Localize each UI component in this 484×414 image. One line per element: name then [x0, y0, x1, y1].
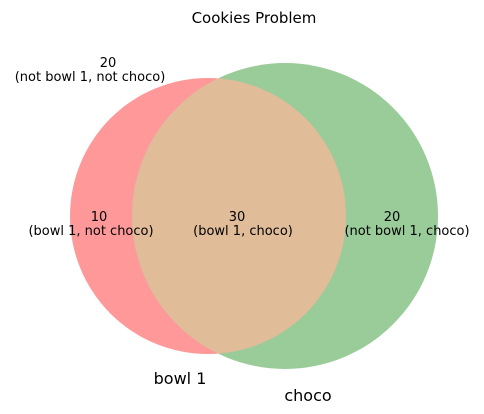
bowl1-set-label: bowl 1 — [154, 369, 207, 388]
both-label: (bowl 1, choco) — [193, 224, 293, 239]
outside-count: 20 — [100, 56, 117, 71]
outside-label: (not bowl 1, not choco) — [15, 70, 166, 85]
bowl1-only-label: (bowl 1, not choco) — [28, 224, 153, 239]
bowl1-only-count: 10 — [91, 210, 108, 225]
diagram-title: Cookies Problem — [192, 9, 317, 27]
choco-only-count: 20 — [384, 210, 401, 225]
overlap-region — [132, 78, 346, 354]
both-count: 30 — [229, 210, 246, 225]
choco-set-label: choco — [284, 386, 331, 405]
choco-only-label: (not bowl 1, choco) — [344, 224, 469, 239]
